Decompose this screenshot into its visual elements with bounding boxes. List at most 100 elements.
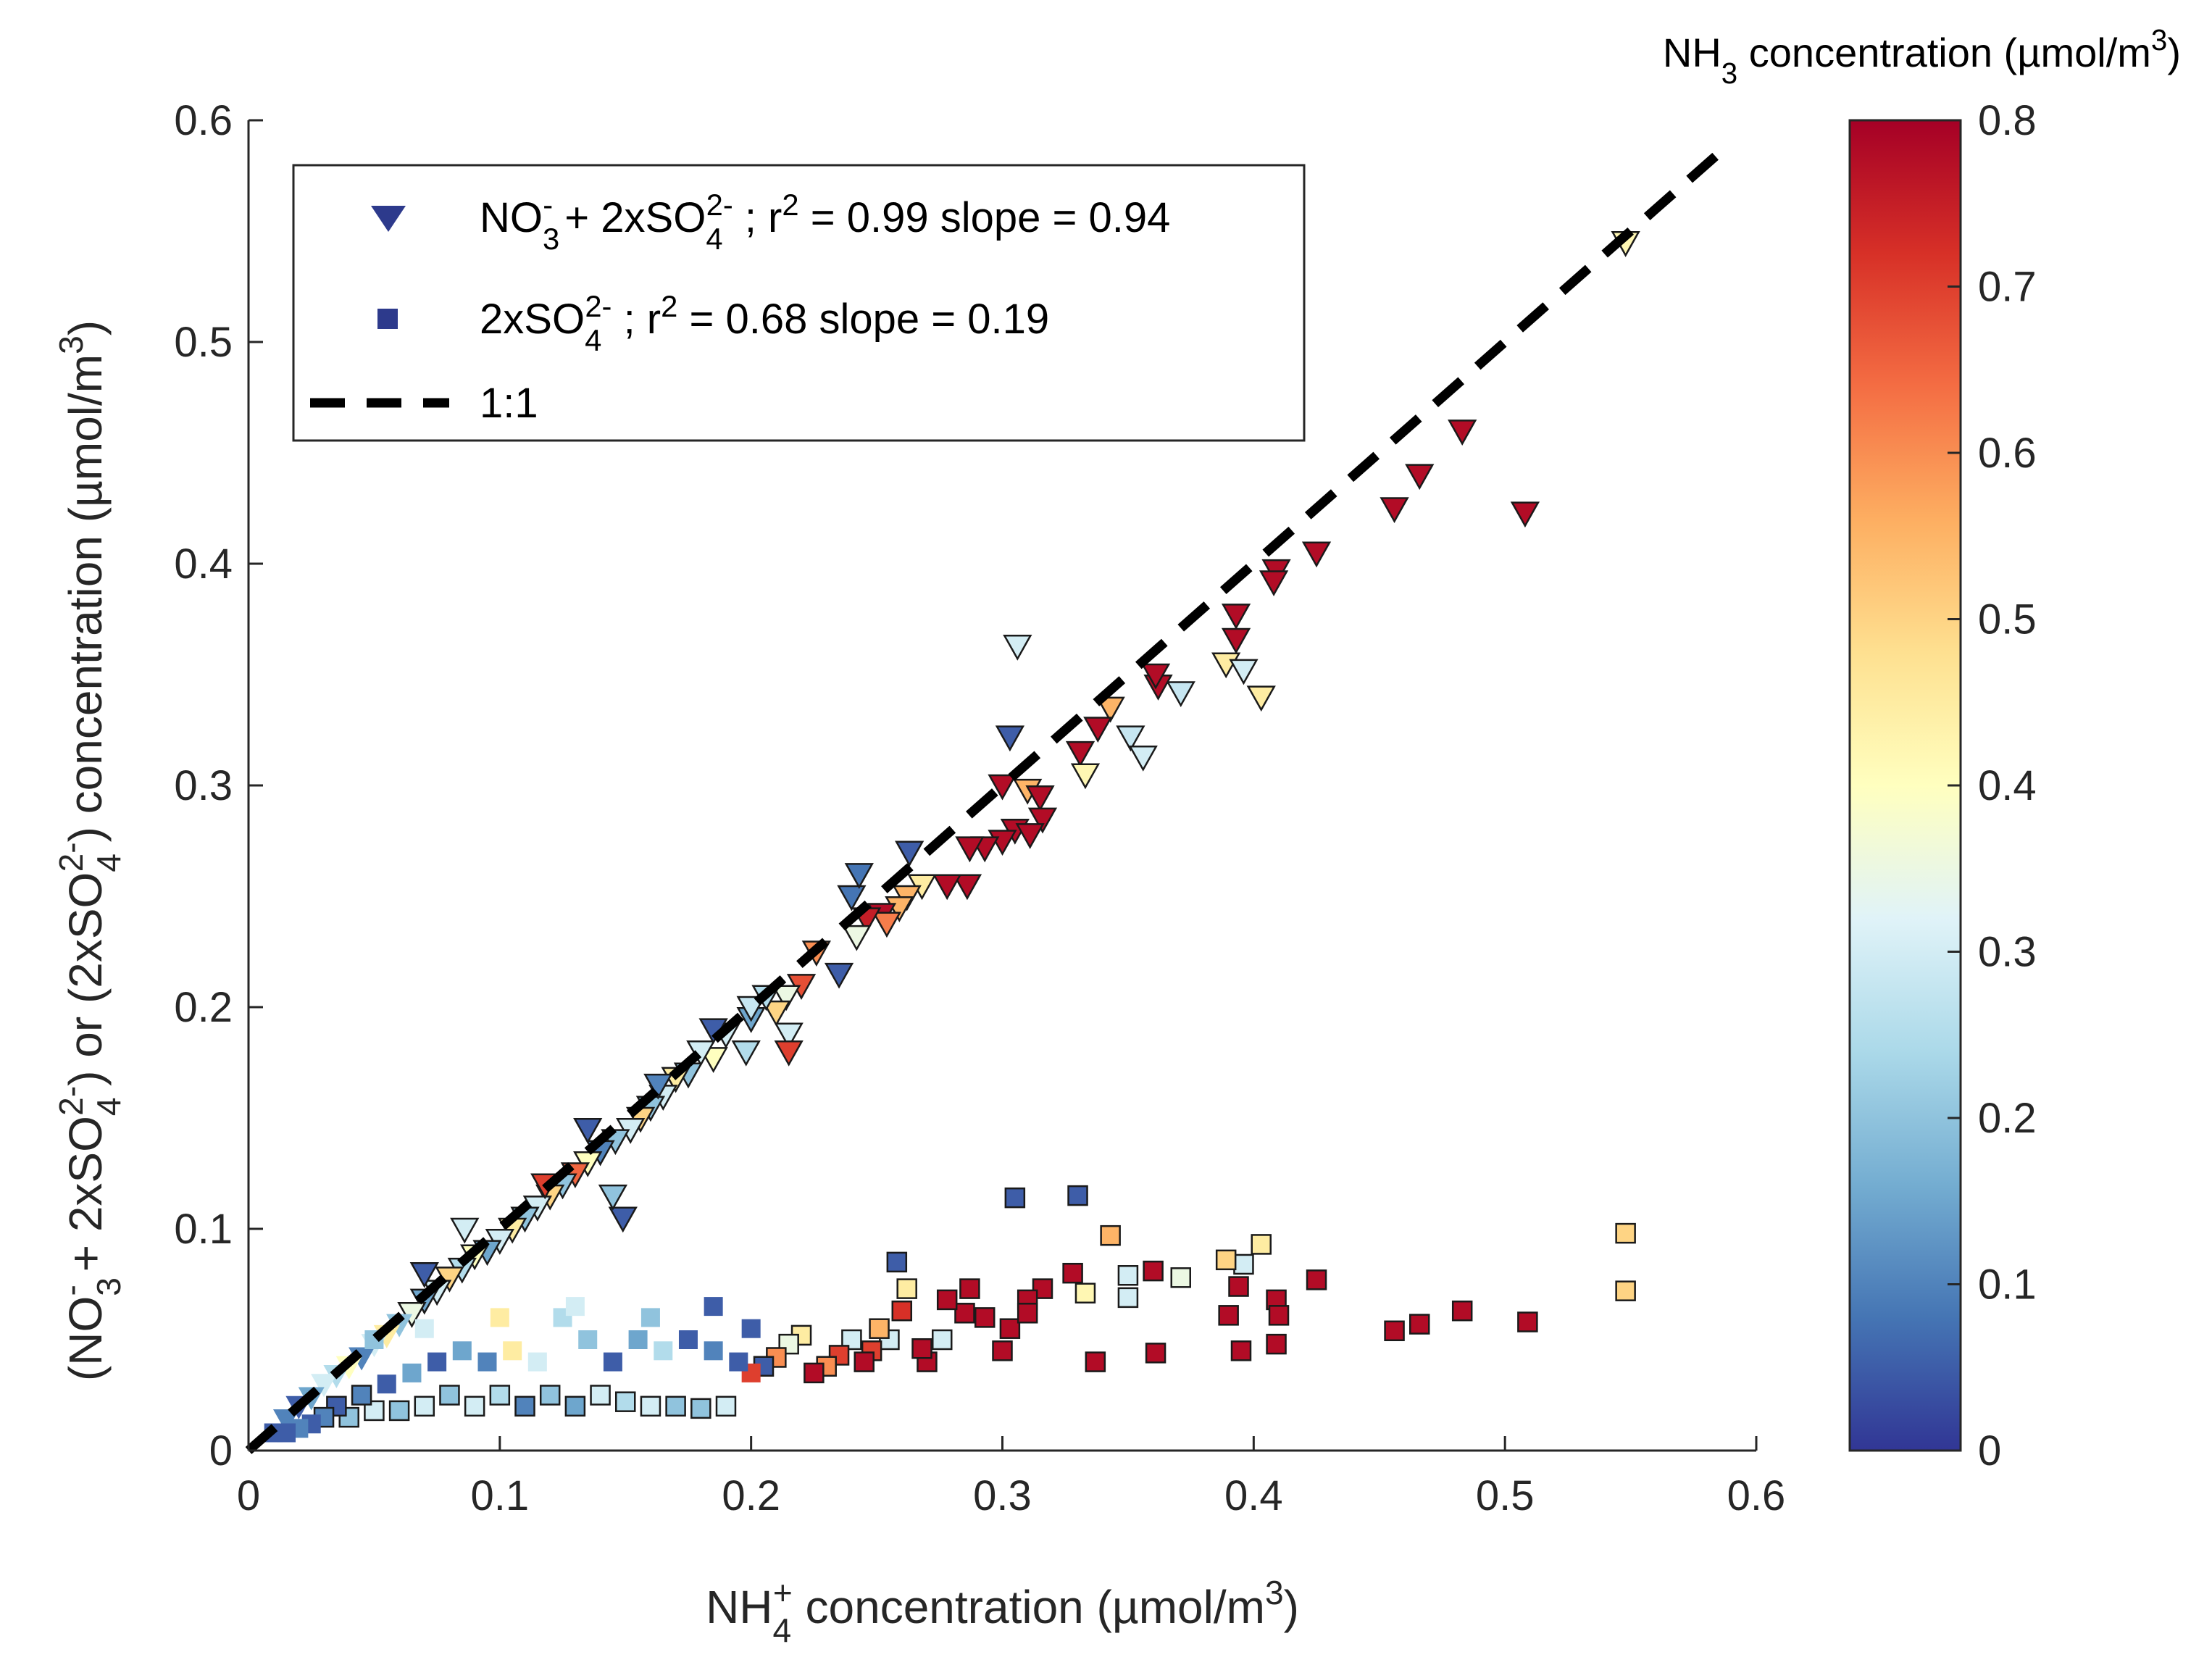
colorbar-tick-label: 0.4 (1978, 762, 2037, 809)
square-marker (1100, 1224, 1121, 1246)
y-tick-label: 0.1 (174, 1206, 233, 1253)
triangle-marker (1025, 785, 1055, 812)
square-marker (439, 1385, 460, 1406)
legend-box (292, 164, 1306, 442)
square-marker (477, 1352, 497, 1372)
square-marker (640, 1395, 661, 1417)
triangle-marker (1095, 696, 1125, 723)
triangle-marker (1140, 663, 1171, 690)
square-marker (665, 1395, 686, 1417)
legend-label: 1:1 (480, 380, 538, 427)
triangle-marker (573, 1118, 603, 1144)
triangle-marker (608, 1206, 638, 1233)
square-marker (402, 1363, 422, 1382)
square-marker (1067, 1185, 1088, 1206)
square-marker (628, 1330, 648, 1349)
square-marker (999, 1318, 1021, 1339)
square-marker (603, 1352, 622, 1372)
square-marker (1004, 1187, 1026, 1209)
square-marker (1117, 1265, 1139, 1286)
square-marker (615, 1391, 636, 1412)
square-marker (741, 1319, 761, 1338)
square-marker (1085, 1351, 1106, 1372)
square-marker (804, 1362, 825, 1384)
y-tick-label: 0.4 (174, 541, 233, 588)
square-marker (1074, 1282, 1096, 1303)
square-marker (564, 1395, 586, 1417)
triangle-marker (895, 840, 925, 867)
triangle-marker (1116, 725, 1145, 752)
colorbar-gradient (1848, 119, 1962, 1452)
square-marker (1233, 1253, 1254, 1275)
y-tick-label: 0.5 (174, 319, 233, 366)
square-marker (414, 1395, 435, 1417)
square-marker (715, 1395, 737, 1417)
triangle-marker (955, 836, 985, 863)
square-marker (640, 1308, 660, 1327)
one-to-one-reference-line (245, 138, 1735, 1454)
square-marker (578, 1330, 598, 1349)
triangle-marker (988, 774, 1017, 801)
triangle-marker (409, 1261, 439, 1288)
colorbar-tick-label: 0.1 (1978, 1261, 2037, 1309)
triangle-marker (842, 925, 872, 951)
square-marker (1230, 1340, 1252, 1361)
triangle-marker (1510, 501, 1540, 528)
colorbar-tick-label: 0.8 (1978, 97, 2037, 144)
square-marker (896, 1278, 917, 1299)
triangle-marker (1380, 497, 1409, 524)
triangle-marker (774, 1022, 804, 1049)
axes: 0 0.1 0.2 0.3 0.4 0.5 0.6 0 0.1 0.2 0.3 0.4 0.5 0.6 (174, 97, 1785, 1519)
triangle-marker (1301, 541, 1332, 568)
square-marker (503, 1341, 522, 1361)
triangle-marker (736, 996, 766, 1022)
square-marker (1170, 1267, 1192, 1288)
square-marker (704, 1341, 723, 1361)
square-marker (654, 1341, 673, 1361)
y-tick-label: 0.3 (174, 762, 233, 809)
triangle-marker (761, 1000, 791, 1027)
square-marker (514, 1395, 535, 1417)
triangle-marker (824, 962, 854, 989)
square-marker (932, 1329, 953, 1351)
triangle-marker (1070, 763, 1101, 790)
square-marker (869, 1318, 890, 1339)
y-tick-label: 0.2 (174, 984, 233, 1031)
triangle-marker (1166, 681, 1195, 708)
legend-entry: NO3- + 2xSO42- ; r2 = 0.99 slope = 0.94 (371, 188, 1170, 256)
x-tick-label: 0 (237, 1472, 260, 1519)
square-marker (351, 1385, 372, 1406)
triangle-marker (1259, 570, 1289, 597)
colorbar-tick-label: 0.3 (1978, 929, 2037, 976)
triangle-marker (1015, 823, 1045, 849)
x-tick-label: 0.2 (722, 1472, 780, 1519)
square-marker (1266, 1333, 1287, 1355)
square-marker (729, 1352, 748, 1372)
colorbar-tick-label: 0 (1978, 1427, 2001, 1474)
triangle-marker (932, 874, 962, 901)
triangle-marker (774, 1040, 804, 1067)
x-axis-label: NH4+ concentration (µmol/m3) (706, 1574, 1299, 1649)
triangle-marker (1128, 745, 1158, 772)
triangle-marker (772, 985, 801, 1011)
x-tick-label: 0.5 (1476, 1472, 1535, 1519)
colorbar-tick-label: 0.7 (1978, 264, 2037, 311)
square-marker (1517, 1311, 1538, 1332)
square-marker (1215, 1249, 1237, 1271)
triangle-marker (731, 1040, 761, 1067)
colorbar-tick-label: 0.5 (1978, 596, 2037, 643)
square-marker (1117, 1287, 1139, 1309)
triangle-marker (844, 863, 874, 889)
triangle-marker (1083, 717, 1113, 743)
triangle-marker (1405, 464, 1435, 491)
triangle-marker (450, 1217, 480, 1244)
colorbar-tick-label: 0.6 (1978, 430, 2037, 477)
square-marker (388, 1400, 410, 1422)
triangle-marker (311, 1374, 338, 1398)
square-marker (1251, 1234, 1272, 1255)
square-marker (452, 1341, 472, 1361)
triangle-marker (1221, 627, 1251, 654)
square-marker (1143, 1260, 1164, 1282)
square-marker (854, 1351, 875, 1372)
triangle-marker (872, 911, 902, 938)
